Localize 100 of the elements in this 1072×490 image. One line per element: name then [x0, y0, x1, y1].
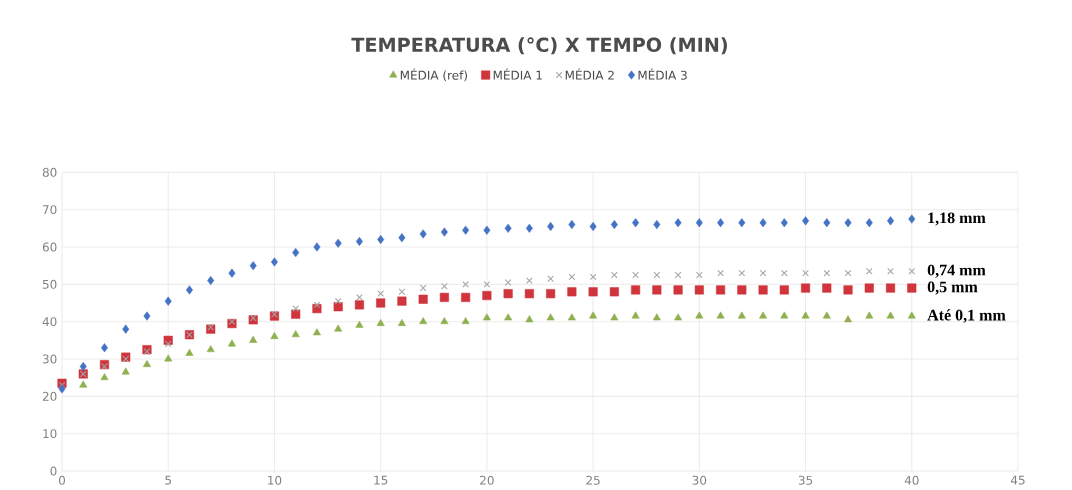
point: [291, 309, 301, 319]
point: [567, 287, 577, 297]
point: [313, 301, 321, 309]
x-tick-label: 5: [165, 475, 171, 485]
point: [164, 296, 172, 306]
point: [122, 324, 130, 334]
point: [609, 287, 619, 297]
point: [610, 271, 618, 279]
point: [758, 285, 768, 295]
point: [461, 317, 470, 325]
point: [823, 269, 831, 277]
annotation: 1,18 mm: [928, 212, 986, 226]
point: [312, 328, 321, 336]
point: [483, 225, 491, 235]
x-tick-label: 15: [374, 475, 388, 485]
point: [439, 292, 449, 302]
point: [482, 313, 491, 321]
point: [376, 298, 386, 308]
point: [398, 233, 406, 243]
point: [589, 221, 597, 232]
point: [355, 320, 364, 328]
point: [780, 218, 788, 228]
point: [546, 289, 556, 299]
point: [207, 276, 215, 286]
point: [333, 302, 343, 312]
y-tick-label: 30: [42, 354, 57, 364]
point: [908, 267, 916, 275]
point: [737, 285, 747, 295]
point: [865, 311, 874, 319]
point: [801, 311, 810, 319]
point: [419, 284, 427, 292]
point: [440, 317, 449, 325]
point: [738, 218, 746, 228]
point: [779, 285, 789, 295]
point: [567, 313, 576, 321]
point: [801, 283, 811, 293]
x-tick-label: 30: [692, 475, 707, 485]
point: [270, 257, 278, 267]
x-tick-label: 40: [904, 475, 919, 485]
point: [822, 283, 832, 293]
x-tick-label: 45: [1010, 475, 1025, 485]
point: [440, 227, 448, 237]
point: [525, 223, 533, 233]
point: [419, 229, 427, 239]
y-tick-label: 50: [42, 279, 57, 289]
point: [717, 269, 724, 277]
point: [206, 345, 215, 353]
point: [568, 220, 576, 230]
point: [186, 285, 193, 295]
point: [589, 311, 598, 319]
point: [291, 330, 300, 338]
point: [441, 282, 448, 290]
point: [292, 305, 300, 312]
point: [419, 317, 428, 325]
y-tick-label: 40: [42, 317, 57, 327]
y-tick-label: 80: [42, 167, 57, 177]
point: [780, 269, 788, 277]
point: [759, 311, 768, 319]
point: [482, 291, 492, 301]
point: [674, 313, 683, 321]
point: [354, 300, 364, 310]
point: [397, 296, 407, 306]
point: [313, 242, 321, 252]
point: [121, 367, 130, 375]
point: [164, 354, 173, 362]
point: [674, 271, 682, 279]
point: [737, 311, 746, 319]
point: [652, 313, 661, 321]
point: [461, 292, 471, 302]
point: [143, 360, 151, 367]
point: [844, 218, 852, 228]
point: [397, 319, 406, 326]
point: [547, 221, 555, 232]
point: [79, 380, 88, 388]
x-tick-label: 25: [586, 475, 600, 485]
point: [101, 343, 108, 353]
point: [227, 339, 236, 347]
point: [589, 273, 597, 281]
point: [632, 271, 639, 279]
point: [334, 238, 342, 248]
point: [504, 313, 513, 321]
point: [759, 269, 767, 277]
point: [100, 373, 109, 381]
point: [376, 319, 385, 326]
point: [695, 271, 703, 279]
point: [524, 289, 534, 299]
y-tick-label: 70: [43, 205, 57, 215]
point: [652, 285, 662, 295]
point: [270, 332, 279, 339]
y-tick-label: 0: [50, 466, 57, 476]
legend-label: MÉDIA 2: [565, 68, 614, 80]
point: [164, 340, 172, 348]
point: [907, 283, 917, 293]
point: [864, 283, 874, 293]
point: [738, 269, 746, 277]
point: [79, 361, 87, 371]
y-tick-label: 60: [42, 242, 57, 252]
chart-title: TEMPERATURA (°C) X TEMPO (MIN): [351, 37, 727, 55]
point: [547, 275, 554, 283]
point: [568, 273, 576, 281]
